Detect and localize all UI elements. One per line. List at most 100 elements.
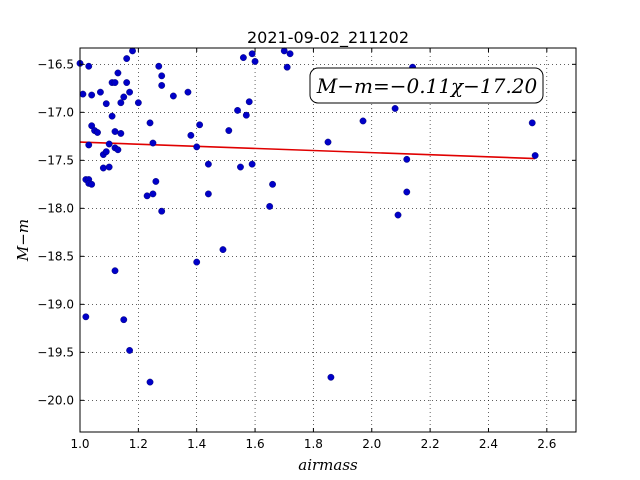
data-point xyxy=(239,54,247,61)
data-point xyxy=(225,127,233,134)
data-point xyxy=(79,90,87,98)
data-point xyxy=(94,129,101,136)
x-tick-label: 2.6 xyxy=(537,437,556,451)
data-point xyxy=(403,155,411,163)
data-point xyxy=(102,100,110,108)
y-tick-label: −20.0 xyxy=(37,393,74,407)
data-point xyxy=(149,190,157,198)
data-point xyxy=(196,121,204,129)
y-tick-label: −18.5 xyxy=(37,249,74,263)
data-point xyxy=(117,130,125,137)
data-point xyxy=(149,139,157,147)
data-point xyxy=(146,119,154,127)
x-axis-label: airmass xyxy=(298,456,358,474)
data-point xyxy=(204,160,212,168)
data-point xyxy=(146,378,154,386)
y-tick-label: −16.5 xyxy=(37,57,74,71)
data-point xyxy=(126,88,134,96)
data-point xyxy=(193,143,201,151)
y-tick-label: −19.5 xyxy=(37,345,74,359)
data-point xyxy=(82,313,90,321)
data-point xyxy=(394,211,402,219)
y-axis-label: M−m xyxy=(14,219,32,262)
data-point xyxy=(105,140,113,148)
data-point xyxy=(528,119,536,127)
data-point xyxy=(111,128,119,135)
data-point xyxy=(123,79,131,86)
data-point xyxy=(158,82,166,89)
data-point xyxy=(403,188,411,196)
x-tick-label: 1.4 xyxy=(187,437,206,451)
data-point xyxy=(219,246,227,254)
axis-ticks: 1.0 1.2 1.4 1.6 1.8 2.0 2.2 2.4 2.6 −16.5 −17.0 −17… xyxy=(37,48,576,451)
data-point xyxy=(169,92,177,100)
y-tick-label: −17.5 xyxy=(37,153,74,167)
data-point xyxy=(111,79,119,86)
data-point xyxy=(248,50,256,58)
data-point xyxy=(102,148,110,156)
y-tick-label: −17.0 xyxy=(37,105,74,119)
data-point xyxy=(99,164,107,172)
data-point xyxy=(152,178,160,185)
data-point xyxy=(108,112,116,120)
data-point xyxy=(123,55,131,62)
data-point xyxy=(120,316,128,324)
x-tick-label: 1.6 xyxy=(246,437,265,451)
grid-lines xyxy=(79,48,576,432)
data-point xyxy=(143,192,151,200)
plot-frame xyxy=(79,47,577,433)
data-point xyxy=(269,180,276,188)
data-point xyxy=(111,267,119,275)
chart-title: 2021-09-02_211202 xyxy=(247,28,409,48)
data-points xyxy=(76,47,539,386)
data-point xyxy=(187,131,195,139)
data-point xyxy=(391,105,399,112)
data-point xyxy=(114,69,122,77)
data-point xyxy=(248,160,256,168)
y-tick-label: −19.0 xyxy=(37,297,74,311)
annotation-box: M−m=−0.11χ−17.20 xyxy=(309,67,544,104)
data-point xyxy=(117,99,125,107)
data-point xyxy=(245,98,253,106)
fit-line xyxy=(79,141,536,160)
data-point xyxy=(280,47,288,55)
data-point xyxy=(237,163,244,171)
data-point xyxy=(242,111,250,119)
data-point xyxy=(286,50,294,58)
data-point xyxy=(359,117,367,125)
data-point xyxy=(129,47,136,55)
x-tick-label: 2.2 xyxy=(421,437,440,451)
data-point xyxy=(158,72,166,80)
data-point xyxy=(88,91,96,99)
data-point xyxy=(193,258,201,266)
data-point xyxy=(324,138,332,146)
data-point xyxy=(266,202,274,210)
data-point xyxy=(126,346,134,354)
data-point xyxy=(85,141,93,149)
x-tick-label: 1.2 xyxy=(129,437,148,451)
data-point xyxy=(234,107,241,114)
data-point xyxy=(88,180,96,188)
data-point xyxy=(327,373,335,381)
data-point xyxy=(120,93,128,101)
x-tick-label: 1.8 xyxy=(304,437,323,451)
data-point xyxy=(184,88,192,96)
data-point xyxy=(251,58,259,65)
data-point xyxy=(204,190,212,198)
data-point xyxy=(158,207,166,215)
data-point xyxy=(531,152,539,159)
x-tick-label: 2.4 xyxy=(479,437,498,451)
y-tick-label: −18.0 xyxy=(37,201,74,215)
x-tick-label: 1.0 xyxy=(70,437,89,451)
data-point xyxy=(105,163,113,171)
data-point xyxy=(283,63,291,71)
data-point xyxy=(114,146,122,154)
data-point xyxy=(134,99,142,107)
data-point xyxy=(97,88,104,96)
x-tick-label: 2.0 xyxy=(362,437,381,451)
fit-line-group xyxy=(79,141,536,160)
fit-equation: M−m=−0.11χ−17.20 xyxy=(316,74,538,98)
data-point xyxy=(155,62,163,70)
data-point xyxy=(85,62,93,70)
